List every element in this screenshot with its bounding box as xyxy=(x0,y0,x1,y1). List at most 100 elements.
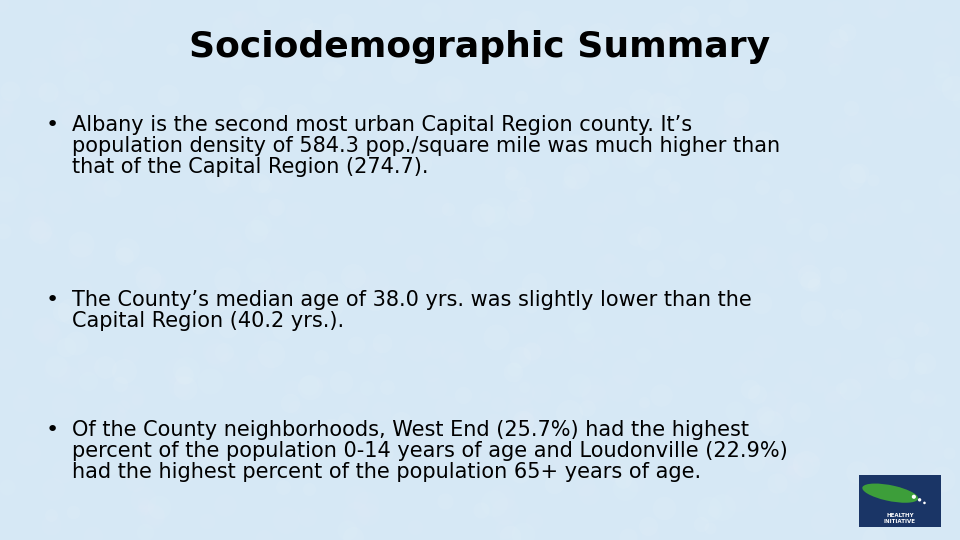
Point xyxy=(346,131,361,139)
Point xyxy=(135,268,151,277)
Point xyxy=(520,18,536,26)
Point xyxy=(81,442,96,450)
Point xyxy=(253,21,269,30)
Point xyxy=(8,66,23,75)
Point xyxy=(577,482,592,490)
Point xyxy=(67,116,83,125)
Point xyxy=(177,371,192,380)
Point xyxy=(88,0,104,5)
Point xyxy=(0,185,13,193)
Point xyxy=(707,16,722,25)
Point xyxy=(494,492,510,501)
Point xyxy=(918,469,933,478)
Point xyxy=(488,125,503,134)
Point xyxy=(756,254,772,262)
Point xyxy=(73,240,88,248)
Point xyxy=(77,451,92,460)
Point xyxy=(888,69,903,78)
Point xyxy=(78,25,93,33)
Point xyxy=(91,180,107,188)
Point xyxy=(661,305,677,314)
Point xyxy=(891,77,906,86)
Point xyxy=(942,449,957,457)
Point xyxy=(714,502,730,511)
Point xyxy=(284,384,300,393)
Point xyxy=(746,457,761,465)
Point xyxy=(42,330,58,339)
Point xyxy=(487,421,502,429)
Point xyxy=(590,340,606,349)
Point xyxy=(35,222,50,231)
Point xyxy=(66,19,82,28)
Point xyxy=(785,493,801,502)
Point xyxy=(313,353,328,361)
Point xyxy=(484,159,499,168)
Point xyxy=(872,92,887,101)
Point xyxy=(275,440,290,448)
Point xyxy=(451,111,467,119)
Point xyxy=(206,455,222,463)
Point xyxy=(844,192,859,201)
Point xyxy=(526,53,541,62)
Point xyxy=(480,471,495,480)
Point xyxy=(358,500,373,509)
Point xyxy=(590,159,606,168)
Point xyxy=(786,268,802,277)
Point xyxy=(101,13,116,22)
Point xyxy=(682,245,697,254)
Point xyxy=(760,273,776,282)
Point xyxy=(148,190,163,199)
Point xyxy=(925,480,941,489)
Point xyxy=(216,348,231,356)
Point xyxy=(763,419,779,428)
Point xyxy=(281,511,297,520)
Point xyxy=(0,227,11,235)
Point xyxy=(729,127,744,136)
Point xyxy=(428,383,444,392)
Point xyxy=(67,57,83,65)
Point xyxy=(410,87,425,96)
Point xyxy=(115,411,131,420)
Point xyxy=(249,226,264,235)
Point xyxy=(782,207,798,215)
Point xyxy=(919,274,934,282)
Point xyxy=(617,367,633,375)
Point xyxy=(843,259,858,267)
Point xyxy=(664,134,680,143)
Point xyxy=(184,115,200,124)
Point xyxy=(179,366,194,375)
Point xyxy=(207,225,223,234)
Text: Albany is the second most urban Capital Region county. It’s: Albany is the second most urban Capital … xyxy=(72,115,692,135)
Point xyxy=(569,23,585,31)
Point xyxy=(209,299,225,308)
Point xyxy=(827,65,842,73)
Text: Sociodemographic Summary: Sociodemographic Summary xyxy=(189,30,771,64)
Point xyxy=(473,306,489,315)
Point xyxy=(928,388,944,396)
Point xyxy=(311,115,326,124)
Point xyxy=(216,292,231,301)
Point xyxy=(732,68,748,77)
Point xyxy=(300,512,315,521)
Point xyxy=(730,495,745,503)
Point xyxy=(122,17,137,25)
Point xyxy=(345,272,360,281)
Point xyxy=(0,0,9,9)
Point xyxy=(448,85,464,94)
Point xyxy=(862,375,877,384)
Point xyxy=(449,357,465,366)
Point xyxy=(865,429,880,437)
Point xyxy=(636,398,651,407)
Point xyxy=(807,139,823,147)
Point xyxy=(743,233,758,242)
Point xyxy=(693,520,708,529)
Point xyxy=(607,199,622,207)
Point xyxy=(502,323,517,332)
Point xyxy=(718,172,733,181)
Point xyxy=(223,120,238,129)
Point xyxy=(90,115,106,124)
Point xyxy=(520,447,536,455)
Point xyxy=(909,392,924,401)
Point xyxy=(562,409,577,417)
Point xyxy=(612,115,628,124)
